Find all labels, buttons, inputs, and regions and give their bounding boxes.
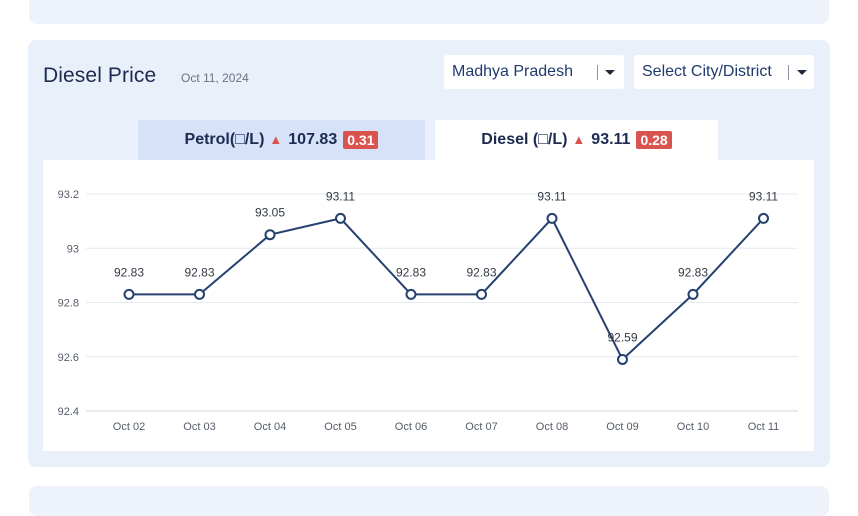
x-tick-label: Oct 08	[536, 421, 568, 433]
tab-diesel-change-badge: 0.28	[636, 131, 672, 149]
x-tick-label: Oct 03	[183, 421, 215, 433]
data-label: 92.83	[396, 265, 426, 279]
data-label: 92.83	[466, 265, 496, 279]
x-tick-label: Oct 04	[254, 421, 286, 433]
city-select[interactable]: Select City/District	[634, 55, 814, 89]
state-select-separator	[597, 65, 598, 80]
state-select-value: Madhya Pradesh	[452, 63, 573, 80]
y-tick-label: 92.6	[58, 352, 79, 364]
data-label: 92.59	[607, 330, 637, 344]
data-label: 93.11	[749, 189, 778, 203]
x-tick-label: Oct 02	[113, 421, 145, 433]
data-point	[476, 288, 487, 300]
data-label: 92.83	[114, 265, 144, 279]
data-label: 92.83	[184, 265, 214, 279]
y-tick-label: 93	[67, 243, 79, 255]
tab-diesel-price: 93.11	[591, 131, 631, 148]
tab-petrol-change-badge: 0.31	[343, 131, 379, 149]
data-point	[758, 212, 769, 224]
data-label: 93.05	[255, 206, 285, 220]
price-up-icon: ▲	[269, 131, 283, 147]
tab-petrol-label: Petrol(□/L)	[184, 131, 265, 148]
page-title: Diesel Price	[43, 64, 157, 87]
x-tick-label: Oct 05	[324, 421, 356, 433]
data-point	[405, 288, 417, 300]
data-point	[264, 229, 276, 241]
next-section-card	[29, 486, 829, 516]
x-tick-label: Oct 06	[395, 421, 427, 433]
city-select-value: Select City/District	[642, 63, 772, 80]
x-tick-label: Oct 10	[677, 421, 709, 433]
x-tick-label: Oct 11	[748, 421, 780, 433]
tab-diesel-label: Diesel (□/L)	[481, 131, 568, 148]
price-up-icon: ▲	[572, 131, 586, 147]
x-tick-label: Oct 09	[606, 421, 638, 433]
data-label: 93.11	[537, 189, 566, 203]
data-point	[123, 288, 135, 300]
data-point	[546, 212, 558, 224]
x-tick-label: Oct 07	[465, 421, 497, 433]
data-label: 92.83	[678, 265, 708, 279]
chevron-down-icon[interactable]	[605, 70, 615, 75]
tab-diesel[interactable]: Diesel (□/L) ▲ 93.11 0.28	[435, 120, 718, 160]
data-point	[194, 288, 205, 300]
data-point	[617, 353, 628, 365]
y-tick-label: 92.8	[58, 298, 79, 310]
state-select[interactable]: Madhya Pradesh	[444, 55, 624, 89]
data-point	[335, 212, 346, 224]
price-date: Oct 11, 2024	[181, 71, 249, 85]
chevron-down-icon[interactable]	[797, 70, 807, 75]
y-tick-label: 93.2	[58, 189, 79, 201]
y-tick-label: 92.4	[58, 406, 79, 418]
chart-panel: 93.2 93 92.8 92.6 92.4 Oct 02 Oct 03 Oct 04 Oct …	[43, 160, 814, 451]
data-point	[687, 288, 699, 300]
tab-petrol[interactable]: Petrol(□/L) ▲ 107.83 0.31	[138, 120, 425, 160]
city-select-separator	[788, 65, 789, 80]
tab-petrol-price: 107.83	[288, 131, 338, 148]
previous-section-card	[29, 0, 829, 24]
price-line-chart: 93.2 93 92.8 92.6 92.4 Oct 02 Oct 03 Oct 04 Oct …	[58, 189, 798, 433]
data-label: 93.11	[326, 189, 355, 203]
series-line	[129, 216, 765, 362]
